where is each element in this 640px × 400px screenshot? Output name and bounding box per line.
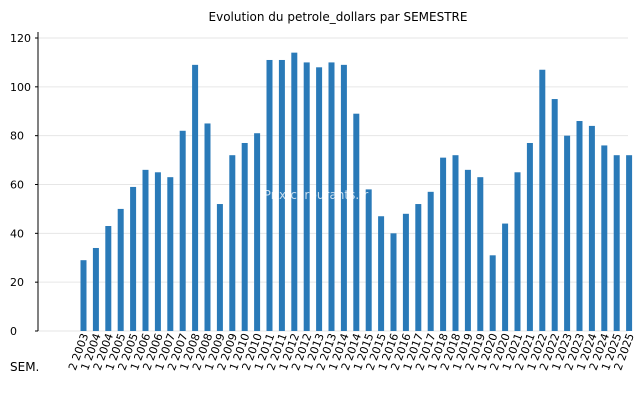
bar (452, 155, 459, 331)
bar (316, 67, 323, 332)
y-tick-label: 20 (10, 276, 24, 289)
bar (601, 145, 608, 331)
bar (340, 64, 347, 331)
bar (564, 135, 571, 331)
bar (105, 226, 112, 331)
bar (588, 125, 595, 332)
bar (303, 62, 310, 332)
bar (502, 223, 509, 331)
bar (254, 133, 261, 331)
bar (130, 186, 137, 331)
bar (427, 191, 434, 331)
watermark: Prix-carburants.fr (264, 188, 369, 202)
chart-title: Evolution du petrole_dollars par SEMESTR… (209, 10, 468, 24)
bar (80, 260, 87, 331)
bar (613, 155, 620, 331)
bar (576, 121, 583, 332)
bar (179, 130, 186, 331)
bar (365, 189, 372, 331)
y-tick-label: 60 (10, 179, 24, 192)
bar (328, 62, 335, 332)
bar (626, 155, 633, 331)
bar (415, 204, 422, 331)
bar (241, 142, 248, 331)
bar (192, 64, 199, 331)
bar (514, 172, 521, 331)
bar (440, 157, 447, 331)
bar (464, 169, 471, 331)
bar (477, 177, 484, 331)
bar (489, 255, 496, 331)
bar (142, 169, 149, 331)
y-tick-label: 100 (10, 81, 31, 94)
bar (539, 69, 546, 331)
bar (154, 172, 161, 331)
bar (526, 142, 533, 331)
bar (291, 52, 298, 332)
y-axis-ticks: 0 20 40 60 80 100 120 (10, 32, 38, 338)
bars (80, 52, 633, 332)
x-axis-label: SEM. (10, 360, 39, 374)
bar (167, 177, 174, 331)
bar (378, 216, 385, 331)
bar (229, 155, 236, 331)
bar (216, 204, 223, 331)
bar (204, 123, 211, 331)
bar (551, 99, 558, 332)
y-tick-label: 120 (10, 32, 31, 45)
y-tick-label: 0 (10, 325, 17, 338)
bar (266, 59, 273, 331)
y-tick-label: 40 (10, 227, 24, 240)
y-tick-label: 80 (10, 130, 24, 143)
bar (402, 213, 409, 331)
bar (92, 247, 99, 331)
bar (390, 233, 397, 331)
bar (278, 59, 285, 331)
bar (117, 208, 124, 331)
bar (353, 113, 360, 331)
